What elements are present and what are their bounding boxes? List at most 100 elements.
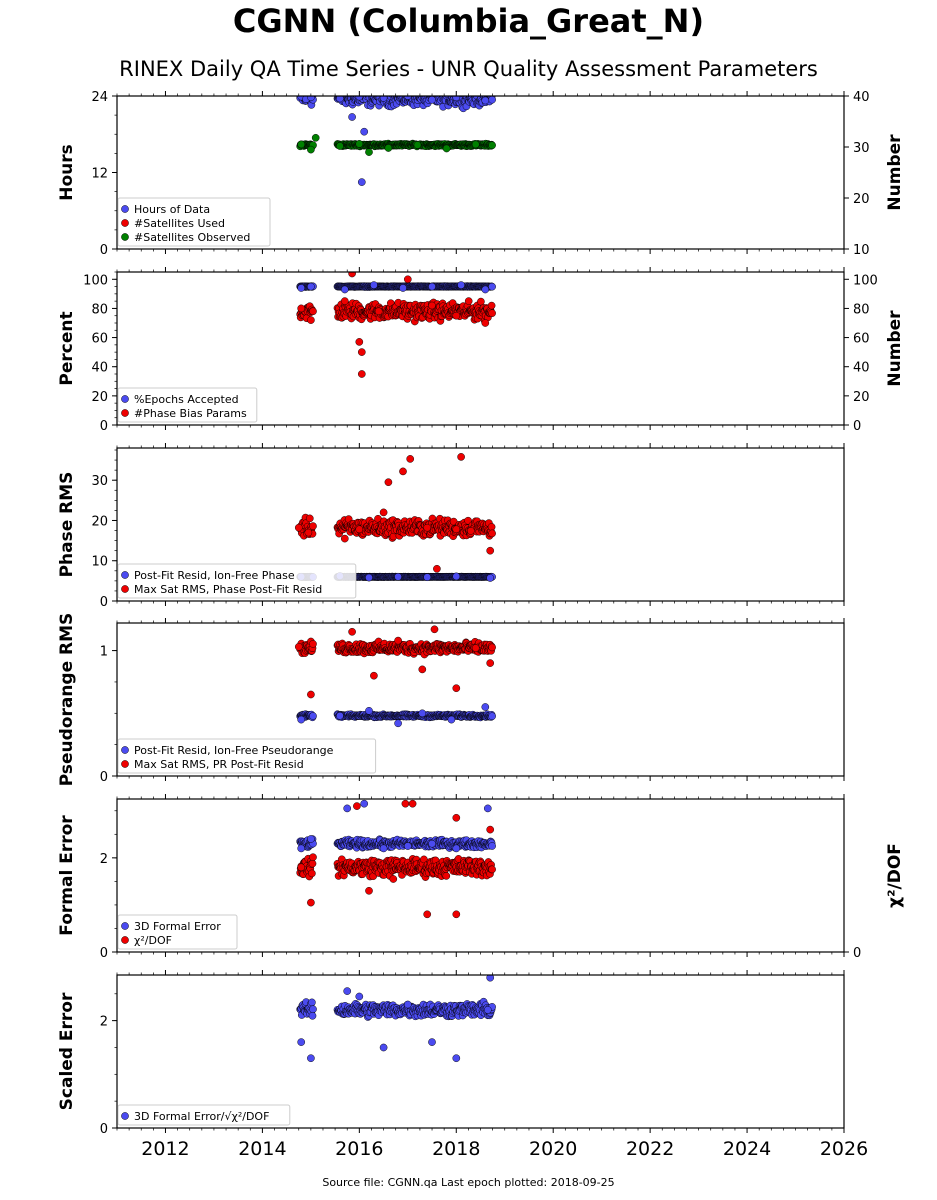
series-3-2-point (309, 522, 317, 530)
series-2-1-point (370, 281, 378, 289)
series-1-1-point (484, 88, 491, 95)
series-2-2-point (403, 275, 412, 284)
series-1-1-point (398, 86, 405, 93)
series-5-2-point (365, 886, 373, 895)
series-5-2-point (452, 910, 461, 919)
panel-4-markers (294, 625, 496, 728)
y-tick-label: 80 (91, 302, 108, 317)
series-6-1-point (297, 1038, 306, 1046)
series-2-2-point (307, 316, 315, 324)
series-1-1-point (481, 89, 488, 96)
y-tick-label: 2 (100, 852, 108, 867)
series-6-1-point (379, 1043, 388, 1052)
series-5-2-point (309, 853, 317, 862)
series-2-1-point (428, 282, 436, 291)
series-5-2-point (308, 869, 316, 878)
y-tick-label: 10 (91, 555, 108, 570)
series-3-1-point (365, 573, 373, 582)
series-1-1-point (428, 96, 436, 104)
series-4-1-point (481, 703, 490, 711)
series-4-2-point (394, 636, 402, 645)
series-1-1-point (298, 96, 303, 97)
y-tick-label: 1 (100, 645, 108, 660)
y-right-axis-label: χ²/DOF (885, 843, 905, 908)
series-5-1-point (488, 842, 496, 850)
x-tick-label: 2024 (723, 1138, 771, 1160)
series-1-1-point (421, 96, 423, 97)
series-2-2-point (374, 307, 383, 316)
series-3-2-point (423, 523, 432, 532)
series-1-1-point (336, 96, 344, 103)
y-right-tick-label: 60 (853, 332, 870, 347)
chart-subtitle: RINEX Daily QA Time Series - UNR Quality… (119, 57, 818, 81)
series-5-2-point (353, 802, 361, 810)
legend-marker (121, 409, 129, 417)
series-2-1-point (481, 285, 490, 294)
series-4-1-point (447, 715, 456, 724)
series-3-2-point (457, 453, 465, 461)
series-4-1-point (365, 706, 373, 715)
series-1-3-point (471, 140, 480, 149)
y-axis-label: Percent (57, 311, 77, 385)
legend-box (117, 914, 238, 950)
series-5-1-point (403, 842, 412, 850)
series-4-1-point (336, 711, 344, 720)
x-tick-label: 2014 (238, 1138, 286, 1160)
series-1-1-point (406, 96, 409, 97)
series-2-2-point (487, 301, 496, 310)
series-1-3-point (384, 144, 393, 152)
series-3-2-point (433, 564, 441, 573)
y-right-tick-label: 40 (853, 361, 870, 376)
y-right-tick-label: 20 (853, 192, 870, 207)
series-6-1-point (486, 975, 495, 982)
legend-box (117, 1104, 291, 1126)
y-right-tick-label: 100 (853, 273, 878, 288)
series-1-1-point (452, 96, 461, 102)
legend-box (117, 197, 271, 247)
series-1-1-point (481, 96, 490, 105)
legend-marker (121, 760, 129, 768)
y-axis-label: Pseudorange RMS (57, 613, 77, 787)
series-4-2-point (471, 644, 480, 652)
series-2-2-point (428, 301, 436, 310)
series-2-2-point (357, 348, 366, 356)
series-5-1-point (360, 799, 369, 808)
series-4-1-point (488, 712, 496, 721)
y-right-tick-label: 10 (853, 243, 870, 258)
series-1-1-point (360, 127, 369, 136)
series-4-1-point (309, 712, 317, 720)
legend-marker (121, 233, 129, 241)
series-1-1-point (341, 87, 348, 94)
series-1-1-point (379, 96, 388, 102)
chart-title: CGNN (Columbia_Great_N) (232, 2, 705, 40)
y-tick-label: 0 (100, 595, 108, 610)
series-5-2-point (423, 910, 432, 919)
series-5-2-point (297, 863, 306, 872)
series-5-2-point (486, 825, 495, 834)
series-2-1-point (297, 284, 306, 292)
series-3-2-point (399, 467, 407, 476)
series-1-1-point (348, 113, 356, 121)
series-1-1-point (470, 87, 477, 94)
series-1-1-point (436, 88, 443, 95)
panel-2-markers (296, 272, 496, 378)
series-1-3-point (442, 144, 451, 153)
series-1-3-point (336, 142, 344, 150)
series-1-1-point (425, 87, 432, 94)
series-3-2-point (340, 534, 349, 543)
y-axis-label: Scaled Error (57, 992, 77, 1110)
series-1-1-point (488, 96, 496, 104)
series-4-2-point (309, 640, 317, 648)
legend-label: Max Sat RMS, Phase Post-Fit Resid (134, 583, 322, 596)
series-2-2-point (355, 338, 364, 346)
series-1-1-point (369, 96, 371, 97)
series-4-2-point (348, 627, 356, 636)
legend-label: 3D Formal Error/√χ²/DOF (134, 1110, 269, 1123)
legend-marker (121, 922, 129, 930)
y-tick-label: 0 (100, 770, 108, 785)
legend-label: Max Sat RMS, PR Post-Fit Resid (134, 758, 304, 771)
series-6-1-point (403, 1000, 412, 1009)
series-1-3-point (311, 133, 320, 142)
legend-label: Hours of Data (134, 203, 210, 216)
